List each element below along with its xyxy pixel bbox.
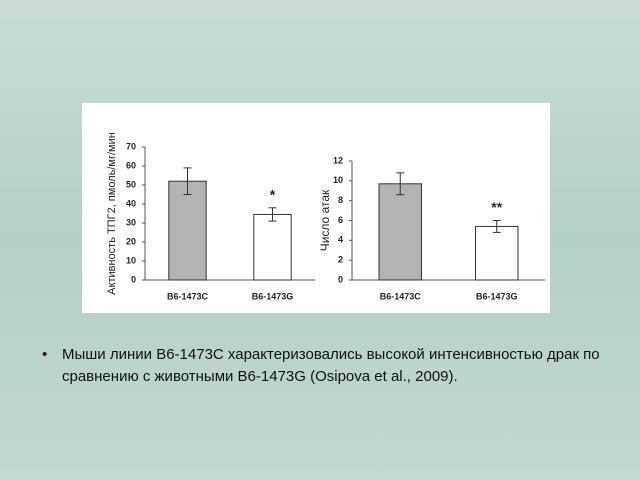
y-tick-label: 8 [338, 195, 343, 205]
x-tick-label: B6-1473C [167, 291, 209, 301]
y-axis-label: Активность ТПГ2, пмоль/мг/мин [106, 132, 118, 295]
y-tick-label: 12 [333, 155, 343, 165]
y-tick-label: 20 [126, 236, 136, 246]
y-tick-label: 30 [126, 217, 136, 227]
bar [168, 180, 207, 281]
x-tick-label: B6-1473G [476, 291, 518, 301]
y-tick-label: 10 [333, 175, 343, 185]
bullet-item: • Мыши линии B6-1473C характеризовались в… [42, 344, 602, 388]
y-tick-label: 0 [338, 274, 343, 284]
y-tick-label: 10 [126, 255, 136, 265]
y-tick-label: 2 [338, 255, 343, 265]
annotation: * [270, 187, 276, 203]
bullet-text: Мыши линии B6-1473C характеризовались вы… [62, 346, 600, 385]
chart-area [82, 103, 550, 313]
y-tick-label: 0 [131, 274, 136, 284]
annotation: ** [491, 199, 502, 215]
y-tick-label: 60 [126, 160, 136, 170]
y-tick-label: 40 [126, 198, 136, 208]
bar [378, 183, 422, 281]
y-tick-label: 50 [126, 179, 136, 189]
y-tick-label: 6 [338, 215, 343, 225]
bar [253, 213, 292, 281]
x-tick-label: B6-1473G [252, 291, 294, 301]
y-tick-label: 70 [126, 141, 136, 151]
y-axis-label: Число атак [318, 189, 332, 251]
bar [475, 225, 519, 281]
y-tick-label: 4 [338, 235, 343, 245]
x-tick-label: B6-1473C [380, 291, 422, 301]
